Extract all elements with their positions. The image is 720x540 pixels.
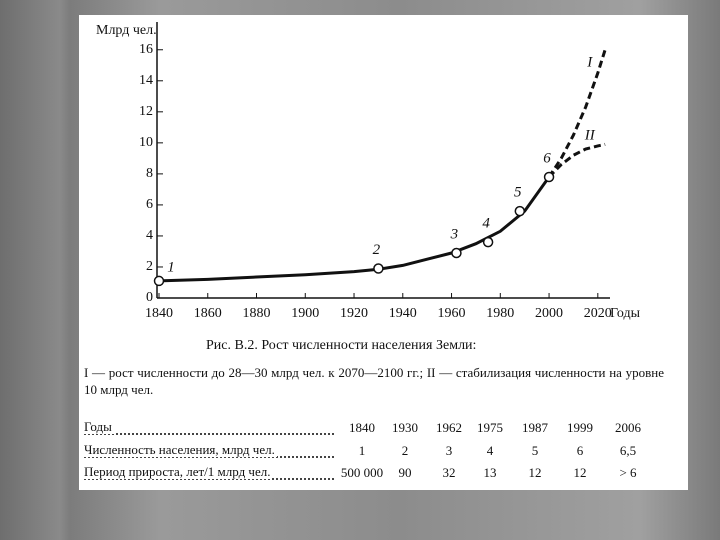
series-line [158,176,551,283]
caption-title: Рис. В.2. Рост численности населения Зем… [206,338,477,353]
row-label: Годы [84,419,334,435]
table-cell: 32 [442,465,456,480]
row-label-text: Численность населения, млрд чел. [84,442,277,457]
series-label: II [584,127,596,143]
x-tick-label: 1940 [389,306,417,321]
table-cell: 5 [531,443,539,458]
point-label: 4 [482,216,490,232]
table-cell: 2 [401,443,409,458]
y-axis-label: Млрд чел. [96,23,157,38]
table-cell: 90 [398,465,412,480]
table-cell: 1999 [567,420,593,435]
row-label: Период прироста, лет/1 млрд чел. [84,464,334,480]
table-cell: 12 [573,465,587,480]
point-marker [451,247,462,259]
x-tick-label: 1920 [340,306,368,321]
x-axis-label: Годы [610,306,641,321]
y-tick-label: 2 [146,259,153,274]
table-cell: 2006 [615,420,641,435]
x-tick-label: 2000 [535,306,563,321]
caption-text: I — рост численности до 28—30 млрд чел. … [84,365,664,397]
point-marker [514,205,526,217]
series-line [547,142,606,179]
table-cell: 1840 [349,420,375,435]
table-cell: 12 [528,465,542,480]
point-marker [373,263,384,274]
table-cell: 1 [358,443,366,458]
point-marker [543,171,555,183]
row-label-text: Период прироста, лет/1 млрд чел. [84,464,273,479]
table-cell: > 6 [619,465,637,480]
y-tick-label: 0 [146,290,153,305]
x-tick-label: 1980 [486,306,514,321]
y-tick-label: 8 [146,166,153,181]
table-cell: 3 [445,443,453,458]
series-label: I [586,54,593,70]
y-tick-label: 12 [139,104,153,119]
x-tick-label: 1860 [194,306,222,321]
point-label: 6 [543,150,551,166]
table-cell: 13 [483,465,497,480]
table-cell: 6,5 [619,443,637,458]
series-line [547,49,607,178]
point-marker [153,275,165,287]
y-tick-label: 6 [146,197,153,212]
y-tick-label: 14 [139,73,153,88]
y-tick-label: 16 [139,42,153,57]
table-cell: 1930 [392,420,418,435]
table-cell: 1962 [436,420,462,435]
point-label: 5 [514,185,522,201]
row-label-text: Годы [84,419,114,434]
y-tick-label: 10 [139,135,153,150]
row-label: Численность населения, млрд чел. [84,442,334,458]
point-label: 3 [450,226,459,242]
table-cell: 6 [576,443,584,458]
x-tick-label: 1840 [145,306,173,321]
table-cell: 1975 [477,420,503,435]
point-label: 1 [167,259,175,275]
x-tick-label: 1960 [438,306,466,321]
x-tick-label: 2020 [584,306,612,321]
figure-panel [79,15,688,490]
y-tick-label: 4 [146,228,153,243]
x-tick-label: 1880 [243,306,271,321]
table-cell: 500 000 [340,465,384,480]
point-marker [482,236,494,248]
x-tick-label: 1900 [291,306,319,321]
table-cell: 4 [486,443,494,458]
table-cell: 1987 [522,420,548,435]
point-label: 2 [373,242,381,258]
